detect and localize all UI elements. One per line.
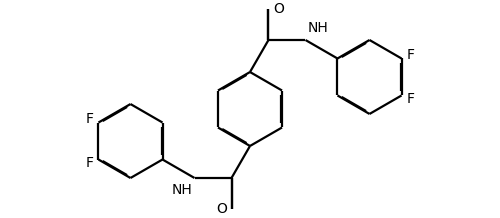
Text: O: O: [273, 2, 284, 15]
Text: NH: NH: [172, 183, 193, 197]
Text: F: F: [86, 156, 94, 170]
Text: F: F: [86, 112, 94, 126]
Text: NH: NH: [308, 21, 328, 35]
Text: F: F: [406, 92, 414, 106]
Text: O: O: [216, 203, 227, 216]
Text: F: F: [406, 48, 414, 62]
